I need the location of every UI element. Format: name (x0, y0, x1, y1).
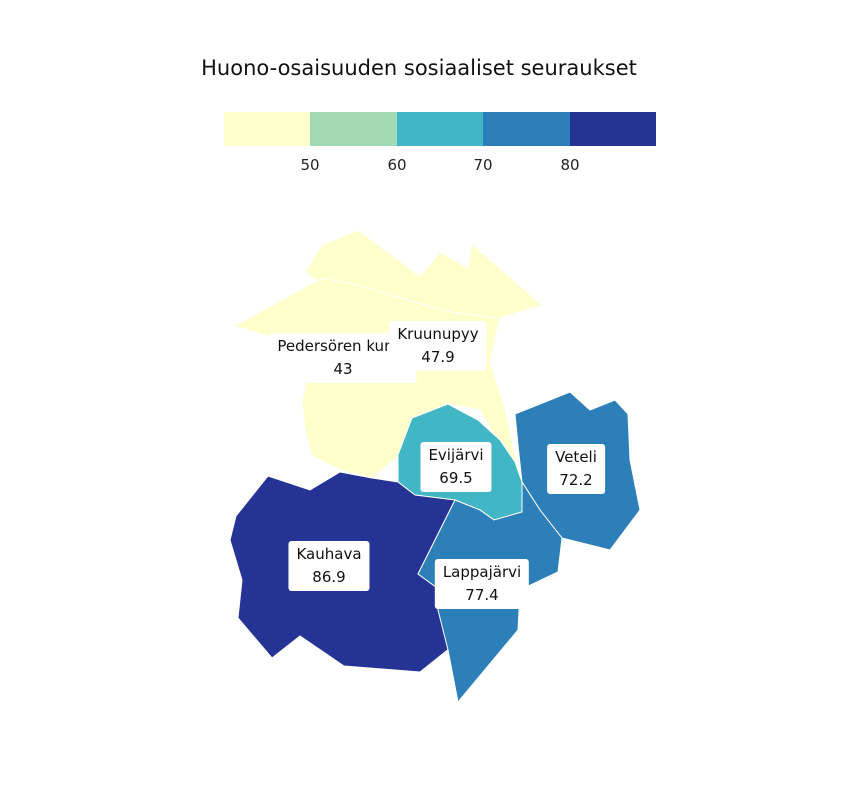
label-pedersoren: Pedersören kunta 43 (269, 333, 417, 383)
legend-tick-80: 80 (560, 156, 580, 174)
color-legend (224, 112, 657, 146)
label-veteli-name: Veteli (555, 448, 597, 466)
label-lappajarvi-value: 77.4 (465, 586, 499, 604)
label-kauhava: Kauhava 86.9 (288, 541, 370, 591)
label-evijarvi-value: 69.5 (439, 469, 473, 487)
legend-swatch-4 (483, 112, 570, 146)
label-kruunupyy-name: Kruunupyy (397, 325, 479, 343)
label-kruunupyy: Kruunupyy 47.9 (389, 321, 487, 371)
label-lappajarvi: Lappajärvi 77.4 (434, 559, 530, 609)
legend-swatch-3 (396, 112, 484, 146)
legend-tick-60: 60 (387, 156, 407, 174)
label-pedersoren-name: Pedersören kunta (277, 337, 409, 355)
legend-swatch-1 (224, 112, 311, 146)
legend-swatch-2 (310, 112, 397, 146)
label-evijarvi-name: Evijärvi (428, 446, 484, 464)
legend-tick-70: 70 (473, 156, 493, 174)
label-veteli-value: 72.2 (559, 471, 593, 489)
legend-swatch-5 (569, 112, 657, 146)
legend-tick-50: 50 (300, 156, 320, 174)
label-kruunupyy-value: 47.9 (421, 348, 455, 366)
label-lappajarvi-name: Lappajärvi (442, 563, 522, 581)
label-veteli: Veteli 72.2 (547, 444, 605, 494)
label-kauhava-name: Kauhava (296, 545, 362, 563)
label-kauhava-value: 86.9 (312, 568, 346, 586)
label-evijarvi: Evijärvi 69.5 (420, 442, 492, 492)
label-pedersoren-value: 43 (333, 360, 353, 378)
map-title: Huono-osaisuuden sosiaaliset seuraukset (201, 56, 637, 80)
